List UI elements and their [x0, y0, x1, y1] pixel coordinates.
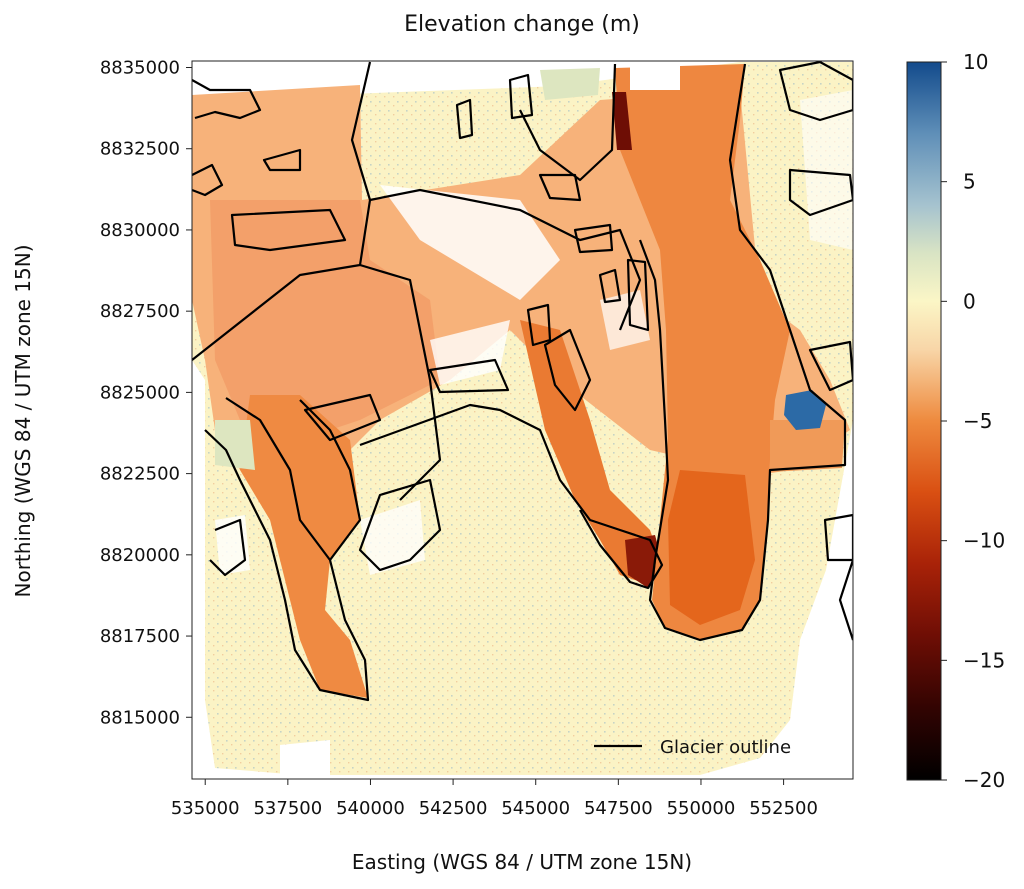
main-glacier-core — [668, 470, 755, 625]
y-tick-label: 8827500 — [100, 301, 180, 322]
colorbar-tick-label: −15 — [963, 648, 1005, 672]
y-tick-label: 8825000 — [100, 382, 180, 403]
y-axis: 8815000 8817500 8820000 8822500 8825000 88275… — [100, 57, 192, 728]
y-tick-label: 8832500 — [100, 139, 180, 160]
west-glacier-tongue — [240, 395, 368, 698]
x-axis-label: Easting (WGS 84 / UTM zone 15N) — [352, 850, 692, 874]
ablation-mid — [210, 200, 440, 440]
y-tick-label: 8835000 — [100, 57, 180, 78]
colorbar-tick-label: −20 — [963, 768, 1005, 792]
colorbar-tick-label: 5 — [963, 170, 976, 194]
upper-dark-loss — [612, 92, 632, 150]
y-tick-label: 8830000 — [100, 220, 180, 241]
legend-label-glacier-outline: Glacier outline — [660, 737, 791, 758]
no-data-areas — [215, 62, 853, 775]
colorbar-bar — [906, 61, 942, 781]
colorbar-ticks: 10 5 0 −5 −10 −15 −20 — [941, 50, 1005, 792]
x-tick-label: 552500 — [749, 798, 818, 819]
y-tick-label: 8817500 — [100, 626, 180, 647]
x-tick-label: 547500 — [584, 798, 653, 819]
y-tick-label: 8822500 — [100, 464, 180, 485]
colorbar-tick-label: −5 — [963, 409, 992, 433]
glacier-outlines — [192, 61, 853, 702]
colorbar: 10 5 0 −5 −10 −15 −20 — [906, 50, 1005, 792]
main-glacier-outlet-arm — [770, 420, 845, 472]
y-tick-label: 8815000 — [100, 707, 180, 728]
plot-frame — [191, 60, 854, 780]
chart-title: Elevation change (m) — [404, 12, 640, 37]
colorbar-tick-label: 0 — [963, 289, 976, 313]
elevation-change-map: Glacier outline — [191, 60, 854, 780]
y-tick-label: 8820000 — [100, 545, 180, 566]
x-tick-label: 535000 — [171, 798, 240, 819]
x-tick-label: 537500 — [253, 798, 322, 819]
y-axis-label: Northing (WGS 84 / UTM zone 15N) — [11, 244, 35, 597]
x-axis: 535000 537500 540000 542500 545000 547500 5500… — [171, 779, 818, 819]
lake-positive-change — [784, 390, 826, 430]
x-tick-label: 545000 — [501, 798, 570, 819]
colorbar-tick-label: −10 — [963, 529, 1005, 553]
colorbar-tick-label: 10 — [963, 50, 988, 74]
x-tick-label: 550000 — [667, 798, 736, 819]
x-tick-label: 542500 — [419, 798, 488, 819]
x-tick-label: 540000 — [336, 798, 405, 819]
legend: Glacier outline — [594, 737, 791, 758]
